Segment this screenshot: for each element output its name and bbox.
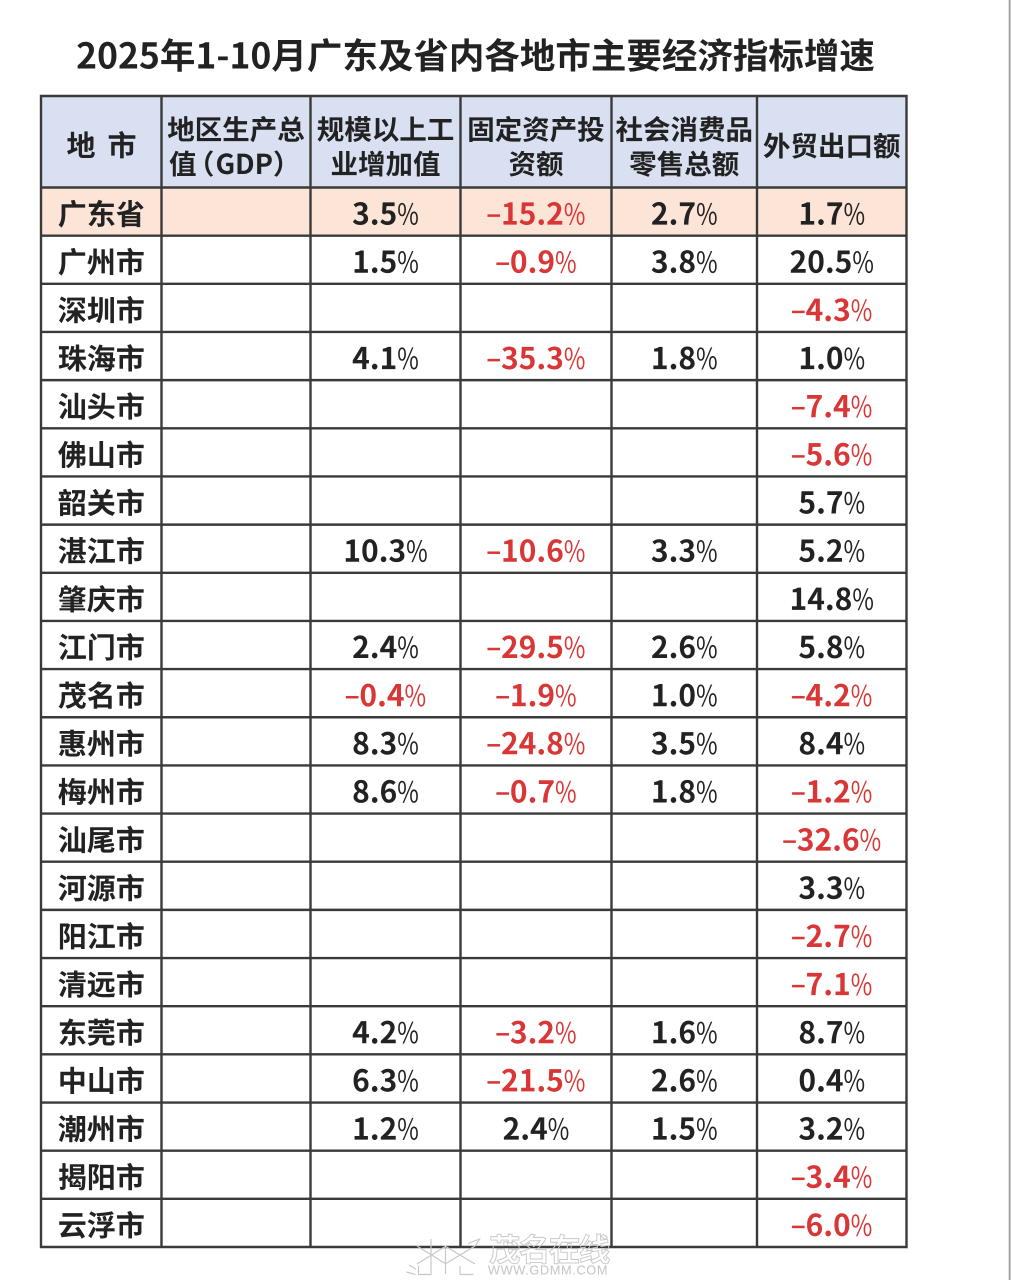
svg-text:WWW.GDMM.COM: WWW.GDMM.COM [488, 1263, 608, 1278]
